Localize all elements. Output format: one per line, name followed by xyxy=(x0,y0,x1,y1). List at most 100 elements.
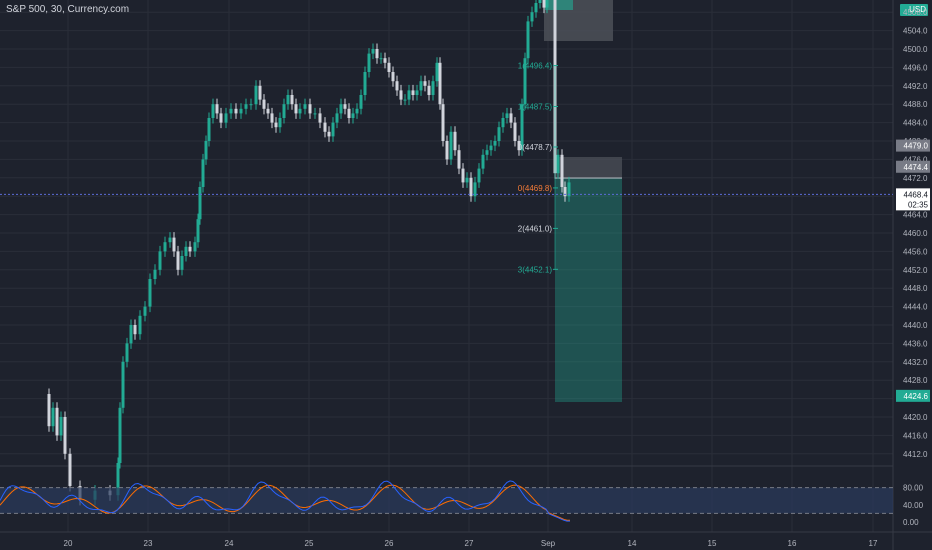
price-tick-label: 4444.0 xyxy=(903,303,928,312)
candle-body xyxy=(163,242,167,252)
candle-body xyxy=(224,113,228,123)
candle-body xyxy=(542,0,546,8)
date-tick-label: Sep xyxy=(541,539,556,548)
candle-body xyxy=(534,3,538,13)
candle-body xyxy=(355,108,359,114)
candle-body xyxy=(465,177,469,183)
candle-body xyxy=(270,113,274,123)
price-tick-label: 4496.0 xyxy=(903,63,928,72)
candle-body xyxy=(351,113,355,118)
price-tick-label: 4428.0 xyxy=(903,376,928,385)
candle-body xyxy=(121,361,125,408)
price-tick-label: 4440.0 xyxy=(903,321,928,330)
candle-body xyxy=(453,131,457,151)
candle-body xyxy=(339,104,343,114)
candle-body xyxy=(303,104,307,109)
rsi-panel xyxy=(0,480,893,522)
fib-level-label[interactable]: 2(4461.0) xyxy=(518,224,553,233)
date-tick-label: 16 xyxy=(788,539,797,548)
candle-body xyxy=(215,104,219,114)
candle-body xyxy=(266,108,270,114)
price-tick-label: 4436.0 xyxy=(903,339,928,348)
price-tick-label: 4504.0 xyxy=(903,27,928,36)
price-tick-label: 4476.0 xyxy=(903,155,928,164)
candle-body xyxy=(286,95,290,105)
fib-level-label[interactable]: 1(4496.4) xyxy=(518,62,553,71)
candle-body xyxy=(308,104,312,114)
candle-body xyxy=(469,177,473,197)
candle-body xyxy=(282,104,286,118)
candle-body xyxy=(379,58,383,60)
candle-body xyxy=(477,168,481,183)
currency-badge[interactable]: USD xyxy=(900,4,928,16)
rsi-tick-label: 0.00 xyxy=(903,518,919,527)
candle-body xyxy=(335,113,339,123)
candle-body xyxy=(59,417,63,436)
candle-body xyxy=(441,104,445,141)
candle-body xyxy=(51,407,55,427)
candle-body xyxy=(211,104,215,118)
date-tick-label: 23 xyxy=(144,539,153,548)
take-profit-box[interactable] xyxy=(555,178,622,402)
candle-body xyxy=(148,279,152,307)
candle-body xyxy=(407,90,411,100)
candle-body xyxy=(419,81,423,91)
candle-body xyxy=(538,0,542,3)
candle-body xyxy=(138,315,142,335)
rsi-band xyxy=(0,487,893,514)
candle-body xyxy=(520,104,524,151)
candle-body xyxy=(298,108,302,114)
candle-body xyxy=(485,150,489,155)
stop-loss-box[interactable] xyxy=(555,157,622,179)
fib-level-label[interactable]: 0(4469.8) xyxy=(518,184,553,193)
candle-body xyxy=(188,246,192,252)
candle-body xyxy=(47,394,51,427)
candle-body xyxy=(219,113,223,123)
price-tick-label: 4492.0 xyxy=(903,82,928,91)
candle-body xyxy=(371,49,375,54)
candle-body xyxy=(294,104,298,114)
candle-body xyxy=(427,85,431,95)
symbol-title[interactable]: S&P 500, 30, Currency.com xyxy=(6,4,130,15)
candle-body xyxy=(168,237,172,243)
price-tick-label: 4484.0 xyxy=(903,119,928,128)
candle-body xyxy=(68,453,72,486)
candle-body xyxy=(403,99,407,101)
candle-body xyxy=(234,108,238,114)
candle-body xyxy=(560,154,564,187)
candle-body xyxy=(63,417,67,454)
candle-body xyxy=(509,113,513,123)
current-price-bg xyxy=(896,188,930,211)
candle-body xyxy=(530,12,534,22)
candle-body xyxy=(229,108,233,114)
candle-body xyxy=(481,154,485,169)
fib-level-label[interactable]: 1(4487.5) xyxy=(518,103,553,112)
candle-body xyxy=(497,127,501,141)
fib-extension[interactable]: 1(4496.4) 1(4487.5) 0(4478.7) 0(4469.8) 2(44… xyxy=(518,62,558,275)
candle-body xyxy=(415,90,419,95)
candle-body xyxy=(196,219,200,243)
candle-body xyxy=(180,256,184,270)
price-tick-label: 4464.0 xyxy=(903,211,928,220)
candle-body xyxy=(249,104,253,106)
countdown-label: 02:35 xyxy=(908,200,929,209)
candle-body xyxy=(158,251,162,270)
candle-body xyxy=(278,118,282,128)
candle-body xyxy=(473,182,477,197)
rsi-fast-line xyxy=(0,480,570,522)
fib-level-label[interactable]: 0(4478.7) xyxy=(518,143,553,152)
candle-body xyxy=(399,90,403,100)
candle-body xyxy=(523,58,527,105)
upper-profit-box[interactable] xyxy=(545,0,573,10)
price-tick-label: 4456.0 xyxy=(903,247,928,256)
candle-body xyxy=(513,122,517,141)
candle-body xyxy=(431,81,435,95)
price-tick-label: 4500.0 xyxy=(903,45,928,54)
candle-body xyxy=(323,122,327,132)
candle-body xyxy=(198,187,202,220)
candle-body xyxy=(359,95,363,109)
fib-level-label[interactable]: 3(4452.1) xyxy=(518,265,553,274)
candle-body xyxy=(193,242,197,252)
date-tick-label: 27 xyxy=(465,539,474,548)
